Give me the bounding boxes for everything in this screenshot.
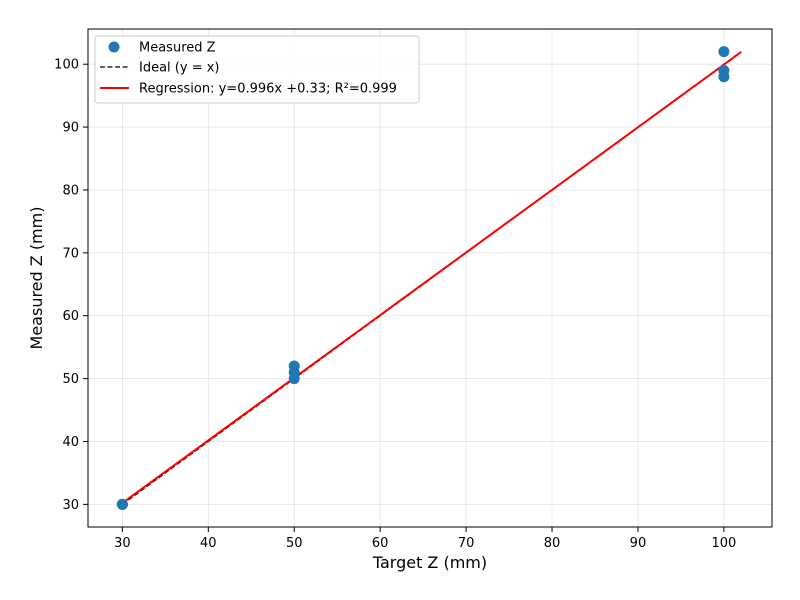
x-tick-label: 40 [200, 536, 217, 551]
y-tick-label: 80 [62, 183, 79, 198]
x-tick-label: 30 [114, 536, 131, 551]
series-lines [121, 51, 742, 505]
x-axis-label: Target Z (mm) [372, 553, 487, 572]
legend: Measured Z Ideal (y = x) Regression: y=0… [94, 35, 420, 104]
legend-marker-measured [108, 41, 120, 53]
y-tick-label: 30 [62, 498, 79, 513]
y-tick-label: 40 [62, 435, 79, 450]
x-tick-label: 80 [544, 536, 561, 551]
y-axis-ticks: 30 40 50 60 70 80 90 100 [54, 58, 88, 513]
regression-line [121, 51, 742, 504]
legend-entry-measured: Measured Z [139, 41, 216, 56]
legend-entry-ideal: Ideal (y = x) [139, 61, 219, 76]
x-axis-ticks: 30 40 50 60 70 80 90 100 [114, 527, 736, 551]
x-tick-label: 90 [630, 536, 647, 551]
x-tick-label: 50 [286, 536, 303, 551]
y-tick-label: 70 [62, 246, 79, 261]
x-tick-label: 60 [372, 536, 389, 551]
data-point [116, 498, 128, 510]
y-tick-label: 90 [62, 121, 79, 136]
x-tick-label: 100 [711, 536, 736, 551]
scatter-points [116, 46, 730, 510]
legend-entry-regression: Regression: y=0.996x +0.33; R²=0.999 [139, 82, 397, 97]
plot-frame [87, 28, 773, 528]
legend-box [94, 35, 420, 104]
data-point [718, 65, 730, 76]
y-tick-label: 50 [62, 372, 79, 387]
y-tick-label: 60 [62, 309, 79, 324]
y-axis-label: Measured Z (mm) [27, 207, 46, 350]
data-point [718, 46, 730, 58]
data-point [288, 360, 300, 372]
x-tick-label: 70 [458, 536, 475, 551]
y-tick-label: 100 [54, 58, 79, 73]
grid-lines [88, 29, 772, 527]
